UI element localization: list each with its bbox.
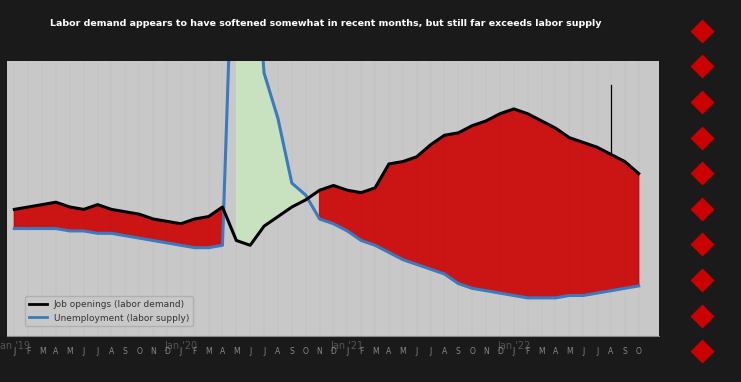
Text: J: J: [13, 347, 16, 356]
Text: F: F: [193, 347, 197, 356]
Text: M: M: [67, 347, 73, 356]
Text: J: J: [346, 347, 348, 356]
Text: M: M: [205, 347, 212, 356]
Text: M: M: [566, 347, 573, 356]
Text: F: F: [26, 347, 30, 356]
Text: A: A: [553, 347, 558, 356]
Text: S: S: [622, 347, 627, 356]
Text: D: D: [497, 347, 503, 356]
Text: D: D: [164, 347, 170, 356]
Text: M: M: [538, 347, 545, 356]
Text: J: J: [582, 347, 585, 356]
Text: S: S: [123, 347, 127, 356]
Text: A: A: [109, 347, 114, 356]
Text: F: F: [359, 347, 363, 356]
Text: O: O: [469, 347, 475, 356]
Text: A: A: [386, 347, 391, 356]
Text: N: N: [483, 347, 489, 356]
Text: J: J: [416, 347, 418, 356]
Text: A: A: [608, 347, 614, 356]
Text: D: D: [330, 347, 336, 356]
Text: J: J: [249, 347, 251, 356]
Text: A: A: [53, 347, 59, 356]
Text: A: A: [442, 347, 447, 356]
Text: M: M: [233, 347, 239, 356]
Text: M: M: [399, 347, 406, 356]
Text: N: N: [150, 347, 156, 356]
Text: O: O: [136, 347, 142, 356]
Text: J: J: [96, 347, 99, 356]
Text: J: J: [180, 347, 182, 356]
Text: A: A: [276, 347, 281, 356]
Text: A: A: [220, 347, 225, 356]
Text: M: M: [372, 347, 379, 356]
Legend: Job openings (labor demand), Unemployment (labor supply): Job openings (labor demand), Unemploymen…: [25, 296, 193, 326]
Text: M: M: [39, 347, 45, 356]
Text: J: J: [596, 347, 598, 356]
Text: J: J: [82, 347, 84, 356]
Text: J: J: [263, 347, 265, 356]
Text: J: J: [430, 347, 432, 356]
Text: O: O: [303, 347, 309, 356]
Text: Labor demand appears to have softened somewhat in recent months, but still far e: Labor demand appears to have softened so…: [50, 19, 602, 28]
Text: J: J: [513, 347, 515, 356]
Text: O: O: [636, 347, 642, 356]
Text: F: F: [525, 347, 530, 356]
Text: S: S: [290, 347, 294, 356]
Text: N: N: [316, 347, 322, 356]
Text: S: S: [456, 347, 461, 356]
